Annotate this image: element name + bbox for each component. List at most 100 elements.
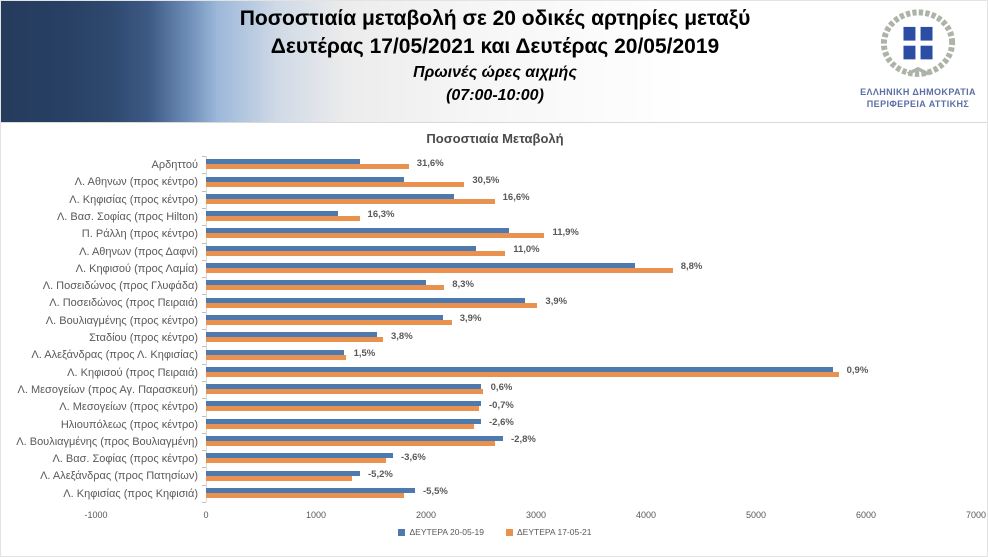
category-label: Λ. Αλεξάνδρας (προς Πατησίων) [40, 470, 198, 483]
bar-2021 [206, 233, 545, 239]
axis-tick-mark [202, 467, 206, 469]
legend-swatch-icon [506, 528, 513, 536]
category-label: Λ. Αλεξάνδρας (προς Λ. Κηφισίας) [31, 349, 198, 362]
bar-2019 [206, 159, 360, 165]
data-label: 0,9% [846, 365, 869, 377]
axis-tick-mark [202, 259, 206, 261]
data-label: 0,6% [490, 382, 513, 394]
bar-2019 [206, 228, 509, 234]
value-axis-tick-label: 7000 [965, 510, 987, 520]
category-label: Λ. Ποσειδώνος (προς Γλυφάδα) [42, 280, 198, 293]
data-label: 30,5% [472, 174, 500, 186]
bar-2021 [206, 406, 480, 412]
axis-tick-mark [202, 277, 206, 279]
category-label: Λ. Μεσογείων (προς Αγ. Παρασκευή) [17, 383, 198, 396]
data-label: -0,7% [489, 399, 514, 411]
bar-2021 [206, 216, 360, 222]
data-label: 16,3% [367, 209, 395, 221]
bar-2019 [206, 332, 377, 338]
bar-2019 [206, 349, 344, 355]
category-label: Λ. Κηφισίας (προς κέντρο) [69, 193, 198, 206]
axis-tick-mark [202, 173, 206, 175]
data-label: 8,8% [680, 261, 703, 273]
bar-2019 [206, 245, 476, 251]
data-label: -5,5% [423, 486, 448, 498]
category-label: Ηλιουπόλεως (προς κέντρο) [60, 418, 198, 431]
category-label: Π. Ράλλη (προς κέντρο) [81, 228, 198, 241]
axis-tick-mark [202, 484, 206, 486]
data-label: 3,9% [545, 295, 568, 307]
bar-2019 [206, 418, 481, 424]
legend-label: ΔΕΥΤΕΡΑ 17-05-21 [517, 527, 592, 537]
bar-2021 [206, 475, 352, 481]
axis-tick-mark [202, 415, 206, 417]
bar-2021 [206, 268, 673, 273]
data-label: -3,6% [401, 451, 426, 463]
category-label: Λ. Κηφισού (προς Πειραιά) [67, 366, 198, 379]
page-title-line1: Ποσοστιαία μεταβολή σε 20 οδικές αρτηρίε… [239, 7, 751, 30]
bar-2019 [206, 453, 393, 459]
category-label: Λ. Κηφισού (προς Λαμία) [75, 262, 198, 275]
page-subtitle: Πρωινές ώρες αιχμής [413, 64, 577, 81]
value-axis-tick-label: 5000 [745, 510, 767, 520]
data-label: -5,2% [368, 468, 393, 480]
bar-2021 [206, 250, 506, 256]
bar-2019 [206, 366, 833, 372]
axis-tick-mark [202, 363, 206, 365]
data-label: 3,9% [459, 313, 482, 325]
category-label: Λ. Βασ. Σοφίας (προς Hilton) [56, 210, 198, 223]
data-label: 11,0% [513, 244, 540, 255]
logo-text-line1: ΕΛΛΗΝΙΚΗ ΔΗΜΟΚΡΑΤΙΑ [860, 87, 976, 97]
legend-swatch-icon [398, 528, 406, 536]
greek-coat-of-arms-icon [875, 9, 961, 83]
axis-tick-mark [202, 156, 206, 157]
category-label: Λ. Βουλιαγμένης (προς Βουλιαγμένη) [16, 435, 198, 448]
data-label: 16,6% [502, 192, 530, 204]
axis-tick-mark [202, 450, 206, 452]
category-label: Λ. Αθηνων (προς κέντρο) [74, 176, 198, 189]
category-label: Σταδίου (προς κέντρο) [89, 332, 198, 344]
data-label: -2,8% [511, 434, 536, 446]
axis-tick-mark [202, 398, 206, 400]
chart-section: Ποσοστιαία Μεταβολή Αρδηττού Λ. Αθηνων (π… [1, 123, 987, 556]
legend-item: ΔΕΥΤΕΡΑ 17-05-21 [506, 527, 592, 537]
category-label: Λ. Μεσογείων (προς κέντρο) [59, 401, 198, 414]
category-label: Λ. Βασ. Σοφίας (προς κέντρο) [52, 453, 198, 466]
header-banner: Ποσοστιαία μεταβολή σε 20 οδικές αρτηρίε… [1, 1, 987, 123]
bar-2019 [206, 436, 503, 441]
bar-2021 [206, 198, 495, 204]
axis-tick-mark [202, 190, 206, 192]
bar-2019 [206, 193, 454, 199]
data-label: -2,6% [489, 417, 514, 428]
bar-2019 [206, 401, 481, 407]
bar-2019 [206, 314, 443, 320]
axis-tick-mark [202, 380, 206, 382]
category-label: Λ. Κηφισίας (προς Κηφισιά) [63, 487, 198, 500]
header-titles: Ποσοστιαία μεταβολή σε 20 οδικές αρτηρίε… [1, 5, 987, 107]
value-axis-tick-label: 4000 [635, 510, 657, 520]
axis-tick-mark [202, 432, 206, 434]
bar-2021 [206, 302, 538, 308]
bar-2021 [206, 354, 346, 360]
chart-legend: ΔΕΥΤΕΡΑ 20-05-19 ΔΕΥΤΕΡΑ 17-05-21 [1, 527, 987, 537]
legend-label: ΔΕΥΤΕΡΑ 20-05-19 [409, 527, 484, 537]
data-label: 1,5% [353, 347, 376, 359]
bar-2021 [206, 337, 383, 343]
attica-region-logo: ΕΛΛΗΝΙΚΗ ΔΗΜΟΚΡΑΤΙΑ ΠΕΡΙΦΕΡΕΙΑ ΑΤΤΙΚΗΣ [857, 7, 979, 112]
axis-tick-mark [202, 311, 206, 313]
bar-2019 [206, 297, 525, 303]
bar-2019 [206, 487, 415, 493]
axis-tick-mark [202, 502, 206, 503]
bar-2021 [206, 389, 483, 395]
bar-2019 [206, 280, 426, 286]
bar-2021 [206, 319, 452, 325]
bar-2019 [206, 384, 481, 390]
bar-2021 [206, 492, 404, 498]
data-label: 8,3% [452, 278, 474, 290]
chart-title: Ποσοστιαία Μεταβολή [426, 131, 564, 146]
bar-2019 [206, 176, 404, 182]
plot-area: 31,6% 30,5% 16,6% 16,3% 11,9% 11,0% 8,8% 8,3% 3,… [96, 156, 976, 503]
value-axis-tick-label: 6000 [855, 510, 877, 520]
logo-text-line2: ΠΕΡΙΦΕΡΕΙΑ ΑΤΤΙΚΗΣ [866, 99, 970, 109]
